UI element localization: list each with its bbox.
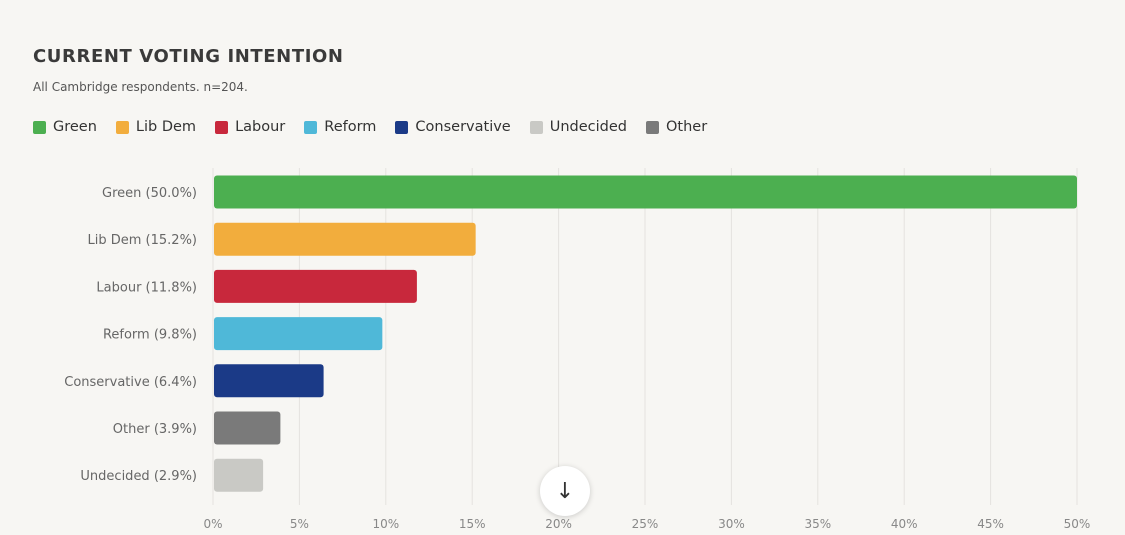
legend-swatch: [33, 120, 46, 134]
category-label: Lib Dem (15.2%): [88, 233, 197, 248]
legend-item: Lib Dem: [115, 119, 197, 135]
scroll-down-button[interactable]: ↓: [540, 466, 590, 516]
bar: [214, 317, 383, 351]
category-label: Other (3.9%): [113, 422, 197, 437]
x-tick-label: 15%: [459, 517, 486, 531]
legend-item: Other: [646, 119, 707, 135]
legend-label: Undecided: [549, 119, 627, 135]
chart-title: CURRENT VOTING INTENTION: [33, 46, 344, 67]
legend-swatch: [304, 120, 318, 134]
legend-swatch: [395, 120, 409, 134]
category-label: Labour (11.8%): [96, 280, 197, 295]
bar: [214, 175, 1077, 209]
bar: [214, 411, 281, 445]
bar: [214, 222, 476, 256]
x-tick-label: 40%: [891, 517, 918, 531]
legend-swatch: [529, 120, 543, 134]
bar: [214, 269, 417, 303]
legend-item: Reform: [304, 119, 376, 135]
legend-label: Green: [53, 119, 97, 135]
legend-label: Other: [666, 119, 708, 135]
x-tick-label: 30%: [718, 517, 745, 531]
legend-label: Lib Dem: [135, 119, 197, 135]
x-tick-label: 20%: [545, 517, 572, 531]
category-label: Conservative (6.4%): [64, 375, 197, 390]
x-tick-label: 25%: [632, 517, 659, 531]
legend-label: Conservative: [415, 119, 511, 135]
legend-swatch: [115, 120, 129, 134]
arrow-down-icon: ↓: [555, 478, 575, 504]
x-tick-label: 0%: [203, 517, 222, 531]
x-tick-label: 45%: [977, 517, 1004, 531]
legend-item: Undecided: [529, 119, 627, 135]
legend-label: Reform: [324, 119, 377, 135]
legend: Green Lib Dem Labour Reform Conservative Unde…: [33, 119, 707, 135]
category-label: Undecided (2.9%): [80, 469, 197, 484]
legend-label: Labour: [235, 119, 286, 135]
legend-item: Green: [33, 119, 97, 135]
category-label: Green (50.0%): [102, 186, 197, 201]
x-tick-label: 50%: [1064, 517, 1091, 531]
x-tick-label: 5%: [290, 517, 309, 531]
bar: [214, 458, 264, 492]
x-tick-label: 35%: [804, 517, 831, 531]
category-label: Reform (9.8%): [103, 328, 197, 343]
legend-swatch: [646, 120, 659, 134]
chart-subtitle: All Cambridge respondents. n=204.: [33, 80, 248, 94]
bar: [214, 364, 324, 398]
x-tick-label: 10%: [372, 517, 399, 531]
legend-item: Conservative: [395, 119, 511, 135]
legend-swatch: [215, 120, 229, 134]
legend-item: Labour: [215, 119, 285, 135]
